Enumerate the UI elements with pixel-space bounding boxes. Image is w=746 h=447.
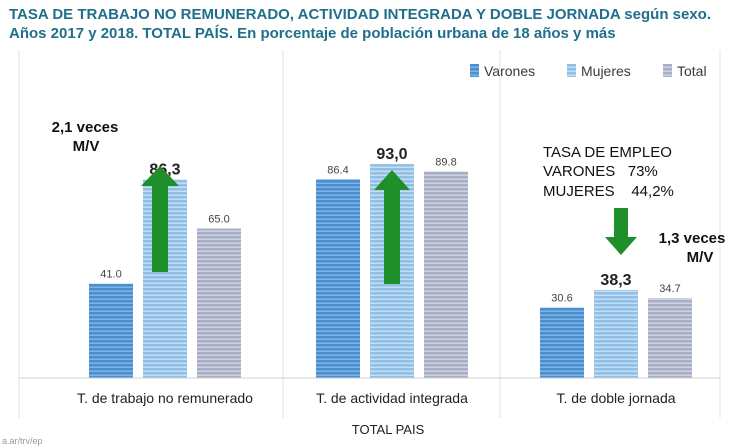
vertical-divider-group: [18, 50, 721, 418]
value-labels-group: 41.086,365.086.493,0 89.830.638,334.7: [100, 146, 680, 305]
value-label-total-2: 89.8: [435, 156, 456, 168]
ratio-annotation-1-line2: M/V: [73, 138, 100, 155]
category-label-3: T. de doble jornada: [556, 390, 675, 406]
value-label-mujeres-2: 93,0: [376, 146, 407, 163]
legend-label-varones: Varones: [484, 63, 535, 79]
bar-total-3: [648, 298, 692, 378]
value-label-varones-3: 30.6: [551, 293, 572, 305]
arrow-up-1: [141, 166, 179, 272]
value-label-total-1: 65.0: [208, 214, 229, 226]
ratio-annotation-2-line1: 1,3 veces: [659, 230, 726, 247]
bar-mujeres-3: [594, 289, 638, 378]
legend-label-total: Total: [677, 63, 707, 79]
chart-title-line-1: TASA DE TRABAJO NO REMUNERADO, ACTIVIDAD…: [9, 6, 712, 23]
value-label-varones-2: 86.4: [327, 164, 348, 176]
bars-group: [89, 164, 692, 378]
bar-varones-1: [89, 283, 133, 378]
bar-varones-3: [540, 307, 584, 378]
ratio-annotation-2-line2: M/V: [687, 249, 714, 266]
employment-rate-women: MUJERES 44,2%: [543, 183, 674, 200]
chart-title-line-2: Años 2017 y 2018. TOTAL PAÍS. En porcent…: [9, 25, 616, 42]
legend: Varones Mujeres Total: [470, 63, 707, 79]
chart-title: TASA DE TRABAJO NO REMUNERADO, ACTIVIDAD…: [9, 5, 739, 43]
ratio-annotation-1-line1: 2,1 veces: [52, 119, 119, 136]
x-axis-title: TOTAL PAIS: [352, 422, 425, 437]
arrow-up-2: [374, 170, 410, 284]
category-label-2: T. de actividad integrada: [316, 390, 468, 406]
value-label-varones-1: 41.0: [100, 269, 121, 281]
category-labels-group: T. de trabajo no remunerado T. de activid…: [77, 390, 676, 406]
arrow-down-3: [605, 208, 637, 255]
employment-rate-men: VARONES 73%: [543, 163, 658, 180]
category-label-1: T. de trabajo no remunerado: [77, 390, 253, 406]
legend-swatch-total: [663, 64, 672, 77]
legend-swatch-mujeres: [567, 64, 576, 77]
watermark: a.ar/trv/ep: [2, 436, 43, 446]
legend-label-mujeres: Mujeres: [581, 63, 631, 79]
value-label-total-3: 34.7: [659, 283, 680, 295]
bar-varones-2: [316, 179, 360, 378]
employment-rate-title: TASA DE EMPLEO: [543, 144, 672, 161]
value-label-mujeres-3: 38,3: [600, 272, 631, 289]
legend-swatch-varones: [470, 64, 479, 77]
bar-total-1: [197, 228, 241, 378]
bar-total-2: [424, 171, 468, 378]
